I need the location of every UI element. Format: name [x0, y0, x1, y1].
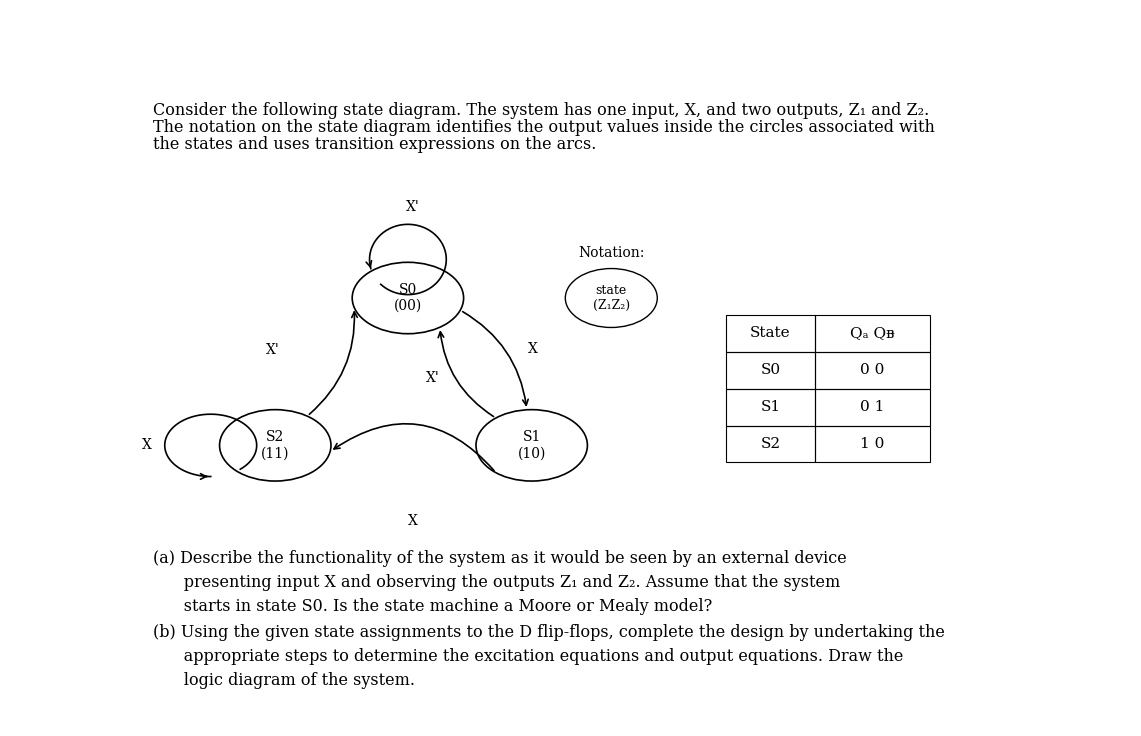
Text: S2: S2: [760, 437, 780, 451]
Bar: [727, 352, 815, 389]
Text: (b) Using the given state assignments to the D flip-flops, complete the design b: (b) Using the given state assignments to…: [153, 624, 945, 689]
Text: X: X: [141, 439, 152, 453]
Text: X': X': [405, 200, 419, 214]
Bar: [727, 315, 815, 352]
Text: S2
(11): S2 (11): [261, 431, 290, 461]
Text: X: X: [408, 514, 418, 528]
Text: Consider the following state diagram. The system has one input, X, and two outpu: Consider the following state diagram. Th…: [153, 102, 930, 119]
Text: S0
(00): S0 (00): [394, 283, 422, 313]
Text: 0 0: 0 0: [860, 364, 884, 378]
Text: Notation:: Notation:: [578, 246, 645, 260]
Text: S1
(10): S1 (10): [518, 431, 545, 461]
Bar: [815, 425, 930, 462]
Text: state
(Z₁Z₂): state (Z₁Z₂): [592, 284, 630, 312]
Text: 1 0: 1 0: [860, 437, 884, 451]
Text: State: State: [750, 327, 791, 341]
Bar: [815, 389, 930, 425]
Text: X': X': [426, 371, 439, 385]
Text: X': X': [266, 343, 280, 358]
Text: X: X: [528, 342, 539, 355]
Text: (a) Describe the functionality of the system as it would be seen by an external : (a) Describe the functionality of the sy…: [153, 551, 847, 615]
Text: 0 1: 0 1: [860, 400, 884, 414]
Text: S0: S0: [760, 364, 780, 378]
Bar: [815, 352, 930, 389]
Bar: [727, 389, 815, 425]
Bar: [815, 315, 930, 352]
Bar: [727, 425, 815, 462]
Text: Qₐ Qᴃ: Qₐ Qᴃ: [850, 327, 895, 341]
Text: S1: S1: [760, 400, 780, 414]
Text: the states and uses transition expressions on the arcs.: the states and uses transition expressio…: [153, 136, 597, 154]
Text: The notation on the state diagram identifies the output values inside the circle: The notation on the state diagram identi…: [153, 119, 936, 136]
